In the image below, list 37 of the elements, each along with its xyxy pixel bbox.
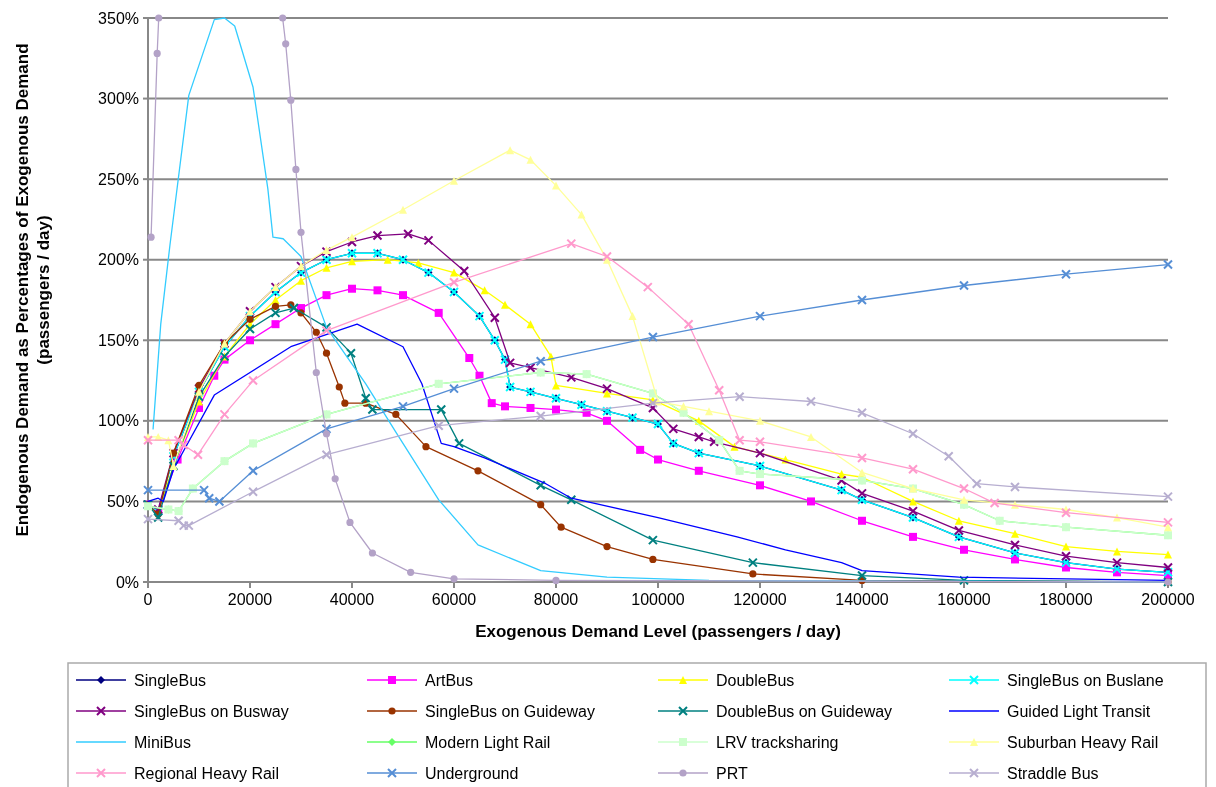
x-tick-label: 200000 (1141, 591, 1195, 608)
y-tick-label: 50% (106, 493, 139, 511)
legend-label: Suburban Heavy Rail (1007, 733, 1159, 751)
x-tick-label: 40000 (329, 591, 375, 608)
legend-label: LRV tracksharing (716, 733, 839, 751)
x-tick-label: 140000 (835, 591, 889, 608)
y-tick-label: 250% (98, 170, 139, 188)
x-tick-label: 120000 (733, 591, 787, 608)
x-tick-label: 0 (143, 591, 153, 608)
legend-label: PRT (716, 764, 748, 782)
legend-label: SingleBus on Guideway (425, 702, 595, 720)
legend-label: DoubleBus (716, 671, 795, 689)
legend-label: MiniBus (134, 733, 191, 751)
legend-label: Underground (425, 764, 519, 782)
y-tick-label: 0% (115, 573, 139, 591)
x-tick-label: 100000 (631, 591, 685, 608)
y-tick-label: 200% (98, 251, 139, 269)
x-axis-title: Exogenous Demand Level (passengers / day) (475, 622, 841, 641)
x-tick-label: 180000 (1039, 591, 1093, 608)
y-tick-label: 150% (98, 331, 139, 349)
legend-label: Guided Light Transit (1007, 702, 1151, 720)
y-axis-title: Endogenous Demand as Percentages of Exogenous Demand (passengers / day) (13, 43, 53, 537)
legend-label: ArtBus (425, 671, 474, 689)
x-tick-label: 160000 (937, 591, 991, 608)
x-tick-label: 60000 (431, 591, 477, 608)
legend-label: Modern Light Rail (425, 733, 551, 751)
legend-label: SingleBus on Busway (134, 702, 289, 720)
y-tick-label: 300% (98, 90, 139, 108)
legend-label: Regional Heavy Rail (134, 764, 279, 782)
legend-label: DoubleBus on Guideway (716, 702, 893, 720)
x-tick-label: 20000 (227, 591, 273, 608)
legend-label: SingleBus on Buslane (1007, 671, 1164, 689)
legend-label: Straddle Bus (1007, 764, 1099, 782)
legend-label: SingleBus (134, 671, 207, 689)
y-tick-label: 100% (98, 412, 139, 430)
y-tick-label: 350% (98, 9, 139, 27)
x-tick-label: 80000 (533, 591, 579, 608)
